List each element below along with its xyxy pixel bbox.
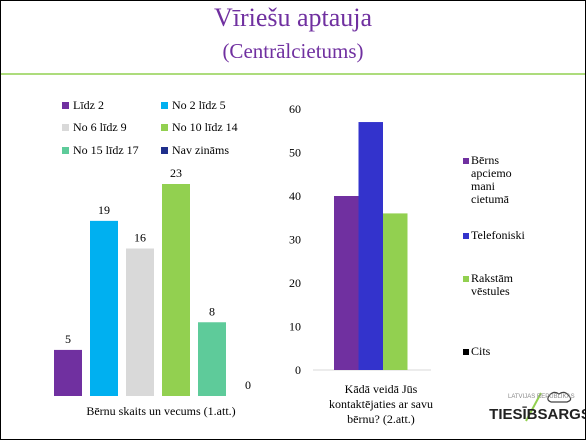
- y-tick-label: 0: [295, 363, 301, 377]
- legend-label: No 2 līdz 5: [172, 98, 226, 112]
- y-tick-label: 40: [289, 189, 301, 203]
- legend-marker: [161, 147, 168, 154]
- legend-label: No 15 līdz 17: [73, 143, 139, 157]
- y-tick-label: 50: [289, 146, 301, 160]
- bar: [334, 196, 359, 370]
- y-tick-label: 30: [289, 233, 301, 247]
- bar: [198, 322, 226, 396]
- bar: [358, 122, 383, 370]
- y-tick-label: 10: [289, 320, 301, 334]
- bar: [54, 349, 82, 396]
- bar: [383, 213, 408, 370]
- legend-marker: [62, 147, 69, 154]
- legend-marker: [161, 124, 168, 131]
- legend-marker: [463, 233, 469, 239]
- x-axis-label: Kādā veidā Jūs kontaktējaties ar savu bē…: [329, 382, 433, 426]
- legend-label: Telefoniski: [471, 228, 525, 242]
- y-tick-label: 60: [289, 102, 301, 116]
- data-label: 19: [98, 203, 110, 217]
- logo-icon: [547, 391, 572, 403]
- logo-name: TIESĪBSARGS: [489, 406, 585, 423]
- bar: [90, 220, 118, 396]
- data-label: 5: [65, 332, 71, 346]
- legend-marker: [463, 158, 469, 164]
- legend-marker: [62, 102, 69, 109]
- data-label: 16: [134, 231, 146, 245]
- x-axis-label: Bērnu skaits un vecums (1.att.): [86, 404, 235, 418]
- data-label: 23: [170, 166, 182, 180]
- slide-title: Vīriešu aptauja: [213, 3, 373, 32]
- legend-marker: [463, 276, 469, 282]
- legend-label: Rakstām vēstules: [471, 271, 513, 298]
- legend-label: Cits: [471, 344, 491, 358]
- bar: [126, 248, 154, 396]
- data-label: 0: [245, 378, 251, 392]
- legend-label: No 6 līdz 9: [73, 120, 127, 134]
- legend-marker: [161, 102, 168, 109]
- y-tick-label: 20: [289, 276, 301, 290]
- legend-label: No 10 līdz 14: [172, 120, 238, 134]
- slide-subtitle: (Centrālcietums): [222, 39, 364, 63]
- legend-label: Līdz 2: [73, 98, 104, 112]
- data-label: 8: [209, 304, 215, 318]
- logo-top: LATVIJAS REPUBLIKAS: [508, 394, 575, 400]
- legend-marker: [62, 124, 69, 131]
- legend-label: Bērns apciemo mani cietumā: [471, 153, 512, 206]
- bar: [162, 184, 190, 396]
- logo-slash: [525, 392, 542, 422]
- legend-marker: [463, 349, 469, 355]
- legend-label: Nav zināms: [172, 143, 229, 157]
